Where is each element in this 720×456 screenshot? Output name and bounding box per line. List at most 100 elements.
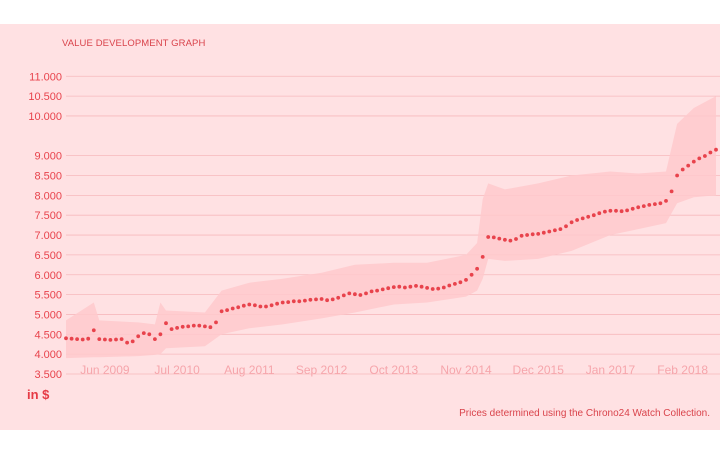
data-point (164, 321, 168, 326)
data-point (414, 284, 418, 288)
data-point (364, 291, 368, 296)
data-point (247, 302, 252, 307)
data-point (403, 285, 407, 290)
y-tick-label: 7.500 (34, 210, 62, 222)
data-point (325, 298, 329, 303)
data-point (641, 204, 646, 209)
data-point (425, 286, 429, 290)
data-point (358, 293, 363, 297)
data-point (225, 308, 230, 312)
data-point (597, 211, 602, 216)
x-tick-label: Dec 2015 (513, 363, 565, 377)
data-point (269, 303, 274, 308)
data-point (386, 286, 391, 291)
data-point (603, 209, 607, 214)
y-axis-ticks: 11.000 10.500 10.000 9.000 8.500 8.000 7.500 7.… (28, 71, 62, 381)
data-point (153, 337, 157, 341)
data-point (491, 235, 496, 240)
data-point (280, 300, 285, 305)
y-tick-label: 6.500 (34, 250, 62, 262)
x-tick-label: Oct 2013 (369, 363, 418, 377)
data-point (686, 163, 691, 168)
data-point (575, 218, 579, 222)
data-point (264, 304, 268, 309)
data-point (91, 328, 96, 333)
data-point (230, 306, 235, 311)
data-point (391, 285, 396, 289)
data-point (158, 332, 163, 337)
data-point (586, 214, 591, 219)
data-point (80, 337, 85, 342)
data-point (108, 338, 113, 342)
data-point (675, 173, 679, 178)
data-point (508, 238, 513, 243)
x-axis-ticks: Jun 2009 Jul 2010 Aug 2011 Sep 2012 Oct 2013… (80, 363, 708, 377)
data-point (119, 337, 124, 341)
data-point (214, 320, 218, 325)
data-point (530, 232, 535, 237)
data-point (75, 337, 79, 341)
data-point (480, 255, 485, 259)
data-point (336, 295, 341, 300)
data-point (664, 199, 668, 203)
chart-title: VALUE DEVELOPMENT GRAPH (62, 38, 206, 49)
data-point (441, 285, 446, 290)
unit-label: in $ (27, 387, 50, 402)
data-point (514, 237, 518, 241)
data-point (125, 340, 129, 345)
data-point (86, 336, 91, 341)
data-point (141, 331, 146, 335)
price-series (64, 147, 718, 345)
data-point (547, 229, 552, 234)
data-point (258, 304, 263, 309)
data-point (536, 232, 541, 236)
data-point (308, 297, 313, 302)
data-point (608, 208, 613, 213)
data-point (708, 150, 713, 155)
data-point (203, 324, 207, 329)
data-point (397, 284, 402, 289)
data-point (369, 289, 374, 294)
data-point (408, 284, 413, 289)
source-note: Prices determined using the Chrono24 Wat… (459, 408, 710, 419)
data-point (253, 303, 257, 308)
data-point (180, 324, 185, 329)
value-development-chart: 11.000 10.500 10.000 9.000 8.500 8.000 7.500 7.… (28, 71, 720, 381)
chart-panel: 11.000 10.500 10.000 9.000 8.500 8.000 7.500 7.… (0, 24, 720, 430)
price-range-band (66, 96, 716, 359)
data-point (114, 337, 118, 342)
x-tick-label: Sep 2012 (296, 363, 348, 377)
data-point (630, 206, 635, 211)
data-point (497, 236, 502, 241)
data-point (564, 224, 568, 229)
y-tick-label: 7.000 (34, 230, 62, 242)
data-point (353, 292, 357, 297)
data-point (697, 156, 702, 161)
data-point (469, 272, 474, 277)
data-point (447, 283, 452, 288)
data-point (286, 300, 291, 304)
data-point (625, 208, 629, 213)
data-point (430, 287, 435, 291)
data-point (375, 288, 379, 293)
data-point (169, 327, 174, 331)
data-point (347, 291, 352, 296)
data-point (647, 203, 652, 207)
data-point (103, 337, 107, 342)
data-point (653, 202, 657, 207)
data-point (208, 325, 213, 330)
data-point (669, 189, 674, 194)
data-point (175, 326, 180, 330)
data-point (553, 228, 557, 233)
data-point (69, 336, 74, 341)
data-point (147, 332, 152, 337)
data-point (580, 216, 585, 221)
data-point (136, 334, 141, 339)
data-point (636, 205, 641, 210)
data-point (464, 278, 468, 282)
data-point (314, 297, 318, 302)
data-point (97, 337, 102, 341)
data-point (275, 301, 279, 306)
data-point (419, 284, 424, 289)
data-point (436, 286, 441, 291)
